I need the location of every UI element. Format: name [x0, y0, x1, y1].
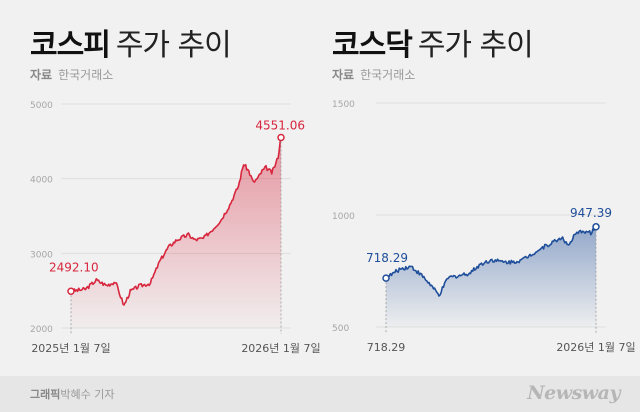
- kospi-title-bold: 코스피: [30, 28, 111, 63]
- kosdaq-source-label: 자료: [332, 68, 355, 82]
- start-value-label: 718.29: [366, 251, 408, 265]
- end-value-label: 4551.06: [255, 119, 305, 133]
- start-point-marker: [67, 287, 75, 296]
- kosdaq-source: 자료 한국거래소: [332, 66, 415, 83]
- y-tick-label: 2000: [30, 325, 53, 335]
- y-tick-label: 1500: [332, 100, 355, 110]
- kosdaq-panel: 코스닥 주가 추이 자료 한국거래소 1500 1000 500 718.29 947.39…: [320, 0, 640, 376]
- x-tick-label: 718.29: [367, 341, 406, 354]
- series-line: [70, 137, 282, 306]
- credit-bold: 그래픽: [30, 388, 61, 401]
- kosdaq-source-text: 한국거래소: [360, 68, 416, 82]
- kosdaq-title: 코스닥 주가 추이: [332, 20, 534, 64]
- area-fill: [71, 137, 281, 328]
- start-point-marker: [382, 274, 390, 282]
- credit-rest: 박혜수 기자: [60, 388, 115, 401]
- x-tick-label: 2025년 1월 7일: [31, 341, 110, 355]
- end-value-label: 947.39: [570, 206, 612, 220]
- end-point-marker: [592, 223, 600, 231]
- y-tick-label: 500: [332, 324, 349, 334]
- kospi-source: 자료 한국거래소: [30, 66, 113, 83]
- kospi-title-light: 주가 추이: [115, 28, 232, 63]
- kosdaq-chart: 1500 1000 500 718.29 947.39 718.29 2026년 1월 7일: [332, 100, 636, 354]
- footer-bar: 그래픽박혜수 기자 Newsway: [0, 376, 640, 412]
- kospi-panel: 코스피 주가 추이 자료 한국거래소 5000 4000 3000 2000 2492.10…: [0, 0, 320, 376]
- series-line: [385, 226, 597, 297]
- credit-line: 그래픽박혜수 기자: [30, 386, 114, 402]
- x-tick-label: 2026년 1월 7일: [241, 341, 320, 355]
- kospi-source-text: 한국거래소: [58, 68, 114, 82]
- kospi-chart: 5000 4000 3000 2000 2492.10 4551.06 2025년 1월 7…: [30, 101, 320, 355]
- y-tick-label: 3000: [30, 250, 53, 260]
- end-point-marker: [277, 133, 285, 142]
- kospi-title: 코스피 주가 추이: [30, 20, 232, 64]
- y-tick-label: 1000: [332, 212, 355, 222]
- area-fill: [386, 226, 596, 327]
- kospi-source-label: 자료: [30, 68, 53, 82]
- x-tick-label: 2026년 1월 7일: [556, 340, 635, 354]
- y-tick-label: 4000: [30, 176, 53, 186]
- kosdaq-title-bold: 코스닥: [332, 28, 413, 63]
- kosdaq-title-light: 주가 추이: [417, 28, 534, 63]
- brand-logo: Newsway: [527, 382, 620, 404]
- y-tick-label: 5000: [30, 101, 53, 111]
- start-value-label: 2492.10: [49, 260, 99, 274]
